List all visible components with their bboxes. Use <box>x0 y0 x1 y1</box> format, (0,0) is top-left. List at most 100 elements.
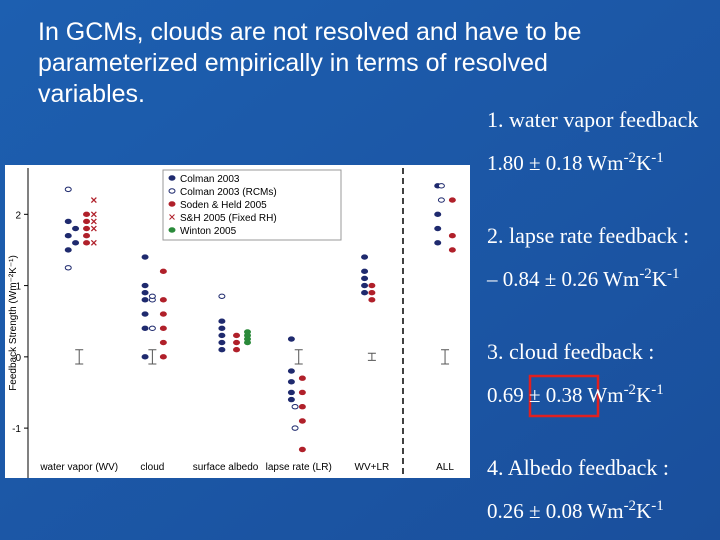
point <box>287 336 295 342</box>
point <box>361 268 369 275</box>
point <box>141 297 149 303</box>
point <box>287 379 295 385</box>
point <box>434 240 442 246</box>
point <box>83 218 91 225</box>
error-bar <box>294 349 303 365</box>
point <box>448 233 456 239</box>
point <box>361 282 369 289</box>
point <box>159 268 167 275</box>
point <box>434 211 442 218</box>
point <box>218 339 226 346</box>
point <box>448 197 456 203</box>
point <box>83 225 91 232</box>
feedback-unit: K <box>636 383 651 407</box>
feedback-exp2: -1 <box>651 382 664 398</box>
point <box>298 446 306 453</box>
point <box>159 325 167 332</box>
point <box>64 265 72 271</box>
y-tick-label: 0 <box>15 353 21 364</box>
point <box>141 354 149 360</box>
legend-symbol <box>168 175 176 181</box>
point <box>141 282 149 289</box>
feedback-exp1: -2 <box>624 382 637 398</box>
point <box>298 389 306 396</box>
point <box>159 311 167 317</box>
feedback-unit: K <box>652 267 667 291</box>
slide-title: In GCMs, clouds are not resolved and hav… <box>38 18 581 108</box>
point <box>90 239 97 246</box>
point <box>287 396 295 403</box>
legend-label: Colman 2003 (RCMs) <box>180 187 277 198</box>
legend-label: S&H 2005 (Fixed RH) <box>180 213 277 224</box>
point <box>218 347 226 353</box>
legend-symbol <box>168 227 176 233</box>
feedback-value: 0.26 ± 0.08 Wm-2K-1 <box>487 498 664 523</box>
y-tick-label: 2 <box>15 210 21 221</box>
feedback-exp1: -2 <box>624 150 637 166</box>
y-tick-label: 1 <box>15 282 21 293</box>
x-tick-label: WV+LR <box>355 462 390 473</box>
point <box>159 339 167 346</box>
point <box>218 293 226 299</box>
point <box>218 318 226 324</box>
point <box>434 225 442 232</box>
point <box>368 290 376 296</box>
point <box>218 325 226 332</box>
point <box>90 211 97 218</box>
chart: -1 0 1 2 Feedback Strength (Wm⁻²K⁻¹) water va… <box>8 168 456 478</box>
point <box>64 186 72 193</box>
point <box>90 225 97 232</box>
feedback-exp2: -1 <box>651 498 664 514</box>
point <box>90 218 97 225</box>
point <box>287 389 295 396</box>
x-tick-label: cloud <box>140 462 164 473</box>
feedback-value: – 0.84 ± 0.26 Wm-2K-1 <box>486 266 679 291</box>
point <box>244 329 251 335</box>
highlight-box <box>528 374 600 418</box>
feedback-value: 0.26 ± 0.08 Wm <box>487 499 624 523</box>
point <box>141 325 149 332</box>
point <box>148 293 156 299</box>
feedback-label: 3. cloud feedback : <box>487 339 654 364</box>
point <box>233 332 241 339</box>
point <box>83 240 91 246</box>
point <box>72 225 80 232</box>
y-axis-label: Feedback Strength (Wm⁻²K⁻¹) <box>8 255 19 391</box>
point <box>218 332 226 339</box>
point <box>159 297 167 303</box>
point <box>64 233 72 239</box>
point <box>368 297 376 303</box>
error-bar <box>367 352 376 361</box>
point <box>448 247 456 253</box>
feedback-exp2: -1 <box>651 150 664 166</box>
point <box>148 325 156 332</box>
legend-symbol <box>168 188 176 194</box>
x-tick-label: ALL <box>436 462 454 473</box>
error-bar <box>441 349 450 365</box>
legend-label: Colman 2003 <box>180 174 240 185</box>
point <box>233 339 241 346</box>
feedback-value: 1.80 ± 0.18 Wm-2K-1 <box>487 150 664 175</box>
point <box>90 197 97 204</box>
point <box>368 282 376 289</box>
x-tick-label: lapse rate (LR) <box>266 462 332 473</box>
point <box>141 290 149 296</box>
point <box>298 418 306 424</box>
error-bar <box>75 349 84 365</box>
error-bar <box>148 349 157 365</box>
legend-symbol <box>168 201 176 207</box>
point <box>437 197 445 203</box>
point <box>437 183 445 189</box>
legend-symbol <box>169 214 175 220</box>
feedback-value: 0.69 ± 0.38 Wm <box>487 383 624 407</box>
point <box>83 233 91 239</box>
point <box>72 240 80 246</box>
feedback-unit: K <box>636 499 651 523</box>
feedback-value: – 0.84 ± 0.26 Wm <box>486 267 639 291</box>
legend-label: Winton 2005 <box>180 226 237 237</box>
feedback-label: 1. water vapor feedback <box>487 107 698 132</box>
point <box>64 247 72 253</box>
chart-image <box>5 165 470 478</box>
point <box>291 425 299 431</box>
